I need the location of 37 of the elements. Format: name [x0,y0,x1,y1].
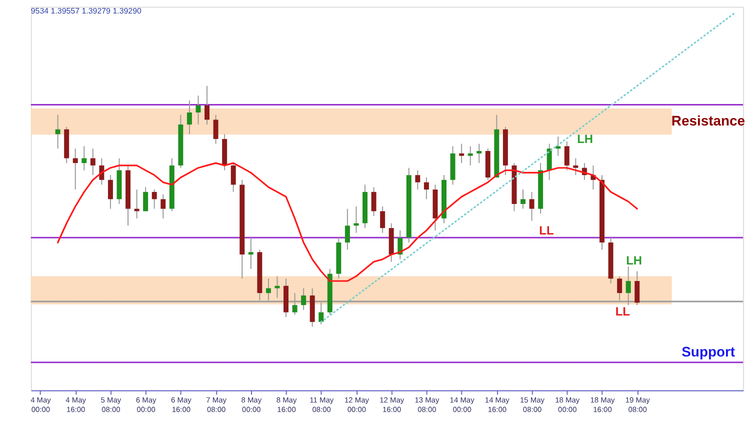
candlestick [55,114,60,150]
candlestick [468,146,473,166]
candlestick [546,143,552,180]
candlestick [354,206,359,234]
candlestick [556,136,561,156]
candlestick [143,186,148,212]
candlestick [371,186,376,217]
annotation: LH [626,253,642,268]
candlestick [459,143,464,164]
annotation: LL [539,223,554,238]
candlestick [82,146,87,171]
candlestick [186,100,192,135]
candlestick [204,86,210,126]
candlestick [573,158,578,176]
candlestick [344,208,350,250]
candlestick [564,140,570,171]
annotation: LH [577,132,594,146]
ref-line-label: Support [682,343,736,360]
candlestick [248,237,254,270]
candlestick [398,230,403,260]
candlestick [415,170,420,190]
candlestick [380,206,386,234]
candlestick [90,148,96,176]
candlestick [529,191,534,222]
candlestick [196,95,201,126]
candlestick [72,148,78,190]
annotation: LL [615,304,630,319]
candlestick [424,176,429,200]
candlestick [213,114,218,144]
candlestick [230,162,236,192]
candlestick [520,189,526,210]
text: 9534 1.39557 1.39279 1.39290 [30,6,142,16]
candlestick [160,194,166,219]
band-label: Resistance [671,112,746,128]
candlestick [108,174,113,210]
candlestick [476,143,482,164]
candlestick [152,189,157,210]
